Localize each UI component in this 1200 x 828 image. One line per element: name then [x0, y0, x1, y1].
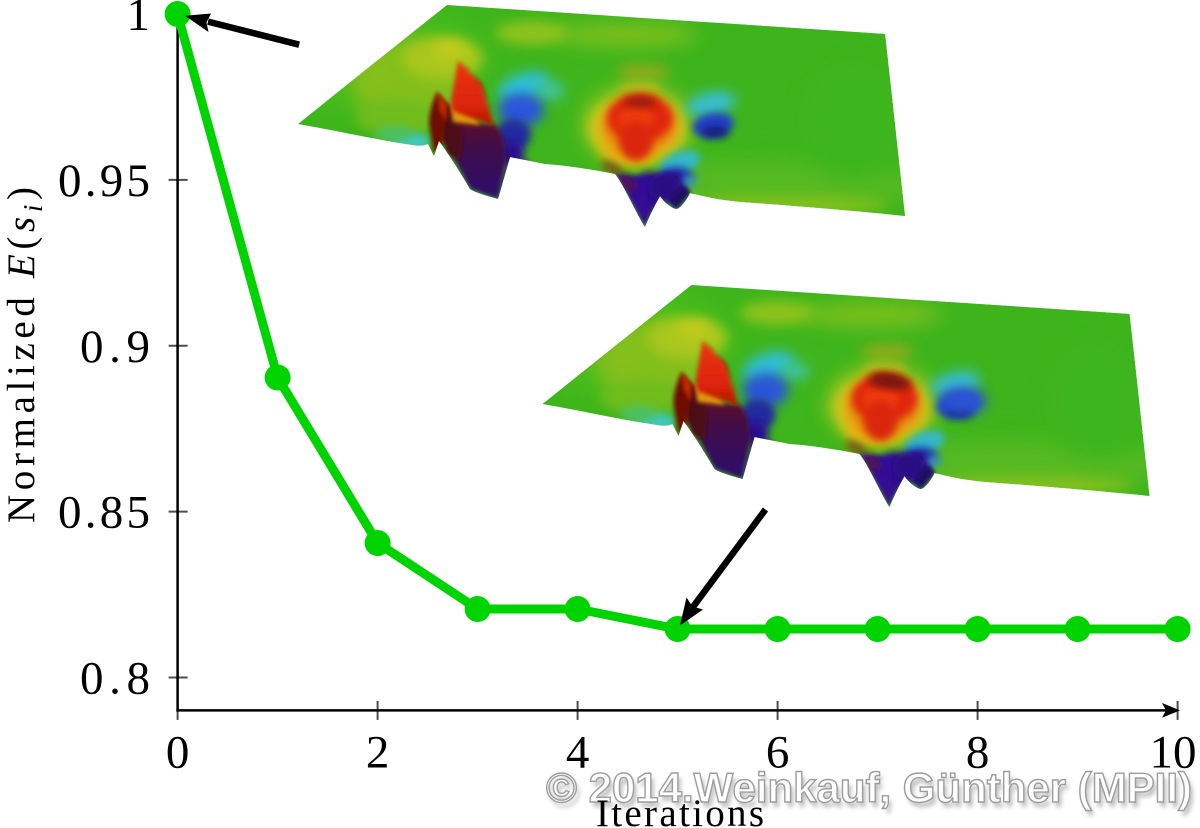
svg-text:Iterations: Iterations [596, 792, 764, 828]
svg-text:0.95: 0.95 [58, 155, 150, 207]
svg-text:1: 1 [127, 0, 151, 41]
svg-text:0.8: 0.8 [80, 653, 150, 705]
svg-text:6: 6 [766, 727, 790, 779]
svg-text:© 2014.Weinkauf, Günther (MPII: © 2014.Weinkauf, Günther (MPII) [549, 769, 1195, 816]
svg-text:2: 2 [366, 727, 390, 779]
svg-text:4: 4 [566, 727, 590, 779]
svg-text:Normalized E(si): Normalized E(si) [0, 187, 48, 523]
svg-text:0: 0 [166, 727, 190, 779]
svg-text:© 2014.Weinkauf, Günther (MPII: © 2014.Weinkauf, Günther (MPII) [546, 764, 1192, 811]
svg-text:0.9: 0.9 [80, 321, 150, 373]
svg-text:8: 8 [966, 727, 990, 779]
svg-text:0.85: 0.85 [58, 487, 150, 539]
svg-text:10: 10 [1150, 727, 1197, 779]
